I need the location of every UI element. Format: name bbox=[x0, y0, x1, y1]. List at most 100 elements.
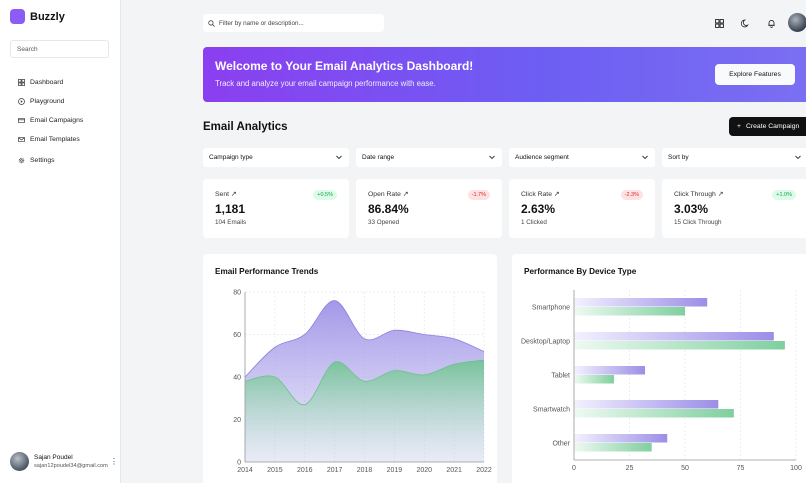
stat-sub: 1 Clicked bbox=[521, 219, 547, 226]
topbar-actions bbox=[712, 13, 778, 33]
device-performance-panel: Performance By Device Type 0 25 50 75 100 Sma… bbox=[512, 254, 806, 483]
campaign-icon bbox=[18, 117, 25, 124]
change-badge: +0.5% bbox=[313, 190, 337, 200]
y-tick-label: Smartwatch bbox=[533, 407, 570, 414]
sidebar-item-email-campaigns[interactable]: Email Campaigns bbox=[18, 111, 83, 130]
sidebar-item-dashboard[interactable]: Dashboard bbox=[18, 73, 83, 92]
brand[interactable]: Buzzly bbox=[10, 9, 65, 24]
x-tick-label: 2014 bbox=[237, 467, 253, 474]
search-placeholder: Filter by name or description... bbox=[219, 19, 304, 27]
arrow-up-right-icon: ↗ bbox=[553, 191, 560, 198]
stat-card-click-rate[interactable]: Click Rate ↗ 2.63% 1 Clicked -2.3% bbox=[509, 179, 655, 238]
x-tick-label: 0 bbox=[572, 465, 576, 472]
user-name: Sajan Poudel bbox=[34, 453, 73, 461]
more-vertical-icon[interactable]: ⋮ bbox=[110, 457, 118, 466]
campaign-type-select[interactable]: Campaign type bbox=[203, 148, 349, 167]
user-email: sajan12poudel34@gmail.com bbox=[34, 462, 108, 469]
line-series-green bbox=[244, 359, 485, 406]
create-campaign-label: Create Campaign bbox=[745, 123, 800, 130]
bar-green bbox=[574, 375, 614, 384]
bar-purple bbox=[574, 400, 719, 409]
x-tick-label: 2020 bbox=[416, 467, 432, 474]
device-performance-chart: 0 25 50 75 100 Smartphone Desktop/Laptop Tablet… bbox=[521, 290, 802, 472]
apps-grid-icon[interactable] bbox=[712, 13, 726, 33]
sort-by-select[interactable]: Sort by bbox=[662, 148, 806, 167]
avatar[interactable] bbox=[788, 13, 806, 32]
change-badge: -2.3% bbox=[620, 190, 643, 200]
y-tick-label: 20 bbox=[233, 417, 241, 424]
bar-purple bbox=[574, 298, 708, 307]
play-icon bbox=[18, 98, 25, 105]
sidebar-item-label: Email Campaigns bbox=[30, 117, 84, 124]
stat-value: 1,181 bbox=[215, 202, 246, 216]
bar-purple bbox=[574, 434, 668, 443]
sidebar-item-settings[interactable]: Settings bbox=[18, 151, 83, 170]
change-badge: +1.0% bbox=[772, 190, 796, 200]
stat-card-open-rate[interactable]: Open Rate ↗ 86.84% 33 Opened -1.7% bbox=[356, 179, 502, 238]
y-tick-label: 40 bbox=[233, 375, 241, 382]
bar-purple bbox=[574, 332, 774, 341]
y-tick-label: Tablet bbox=[551, 373, 570, 380]
sidebar-item-label: Email Templates bbox=[30, 136, 80, 143]
filter-label: Campaign type bbox=[209, 154, 253, 161]
filter-label: Date range bbox=[362, 154, 395, 161]
sidebar-item-playground[interactable]: Playground bbox=[18, 92, 83, 111]
brand-logo-icon bbox=[10, 9, 25, 24]
chart-title: Email Performance Trends bbox=[215, 267, 319, 276]
filter-search-input[interactable]: Filter by name or description... bbox=[203, 14, 384, 32]
page-title: Email Analytics bbox=[203, 121, 288, 133]
change-badge: -1.7% bbox=[467, 190, 490, 200]
filter-label: Sort by bbox=[668, 154, 689, 161]
sidebar-item-email-templates[interactable]: Email Templates bbox=[18, 130, 83, 149]
x-tick-label: 25 bbox=[626, 465, 634, 472]
banner-subtitle: Track and analyze your email campaign pe… bbox=[215, 79, 436, 88]
stat-label: Click Through ↗ bbox=[674, 191, 724, 198]
notification-bell-icon[interactable] bbox=[764, 13, 778, 33]
x-tick-label: 75 bbox=[737, 465, 745, 472]
search-icon bbox=[208, 19, 215, 27]
stat-value: 86.84% bbox=[368, 202, 409, 216]
y-tick-label: Other bbox=[552, 441, 570, 448]
mail-icon bbox=[18, 136, 25, 143]
y-tick-label: 0 bbox=[237, 460, 241, 467]
sidebar-search-input[interactable]: Search bbox=[10, 40, 109, 58]
stat-label: Click Rate ↗ bbox=[521, 191, 560, 198]
x-tick-label: 2018 bbox=[357, 467, 373, 474]
sidebar-item-label: Settings bbox=[30, 157, 55, 164]
performance-trends-chart: 0 20 40 60 80 2014 2015 2016 2017 2018 2019 2020 202… bbox=[233, 290, 492, 475]
stat-value: 3.03% bbox=[674, 202, 709, 216]
x-tick-label: 2016 bbox=[297, 467, 313, 474]
gear-icon bbox=[18, 157, 25, 164]
explore-features-button[interactable]: Explore Features bbox=[715, 64, 795, 85]
stat-label: Sent ↗ bbox=[215, 191, 237, 198]
chart-title: Performance By Device Type bbox=[524, 267, 637, 276]
arrow-up-right-icon: ↗ bbox=[230, 191, 237, 198]
x-tick-label: 2021 bbox=[446, 467, 462, 474]
x-tick-label: 2015 bbox=[267, 467, 283, 474]
stat-sub: 104 Emails bbox=[215, 219, 247, 226]
y-tick-label: 60 bbox=[233, 332, 241, 339]
bar-green bbox=[574, 409, 734, 418]
date-range-select[interactable]: Date range bbox=[356, 148, 502, 167]
banner-title: Welcome to Your Email Analytics Dashboar… bbox=[215, 59, 474, 73]
dark-mode-moon-icon[interactable] bbox=[738, 13, 752, 33]
user-profile[interactable]: Sajan Poudel sajan12poudel34@gmail.com ⋮ bbox=[10, 452, 118, 471]
bar-green bbox=[574, 307, 685, 316]
chevron-down-icon bbox=[336, 155, 342, 160]
create-campaign-button[interactable]: + Create Campaign bbox=[729, 117, 806, 136]
audience-segment-select[interactable]: Audience segment bbox=[509, 148, 655, 167]
welcome-banner: Welcome to Your Email Analytics Dashboar… bbox=[203, 47, 806, 102]
stat-label: Open Rate ↗ bbox=[368, 191, 409, 198]
sidebar-item-label: Playground bbox=[30, 98, 65, 105]
x-tick-label: 100 bbox=[790, 465, 802, 472]
avatar bbox=[10, 452, 29, 471]
x-tick-label: 2017 bbox=[327, 467, 343, 474]
area-series-green bbox=[245, 360, 484, 462]
x-tick-label: 50 bbox=[681, 465, 689, 472]
stat-value: 2.63% bbox=[521, 202, 556, 216]
y-tick-label: Smartphone bbox=[532, 305, 570, 312]
stat-card-sent[interactable]: Sent ↗ 1,181 104 Emails +0.5% bbox=[203, 179, 349, 238]
stat-card-click-through[interactable]: Click Through ↗ 3.03% 15 Click Through +… bbox=[662, 179, 806, 238]
arrow-up-right-icon: ↗ bbox=[402, 191, 409, 198]
bar-purple bbox=[574, 366, 646, 375]
